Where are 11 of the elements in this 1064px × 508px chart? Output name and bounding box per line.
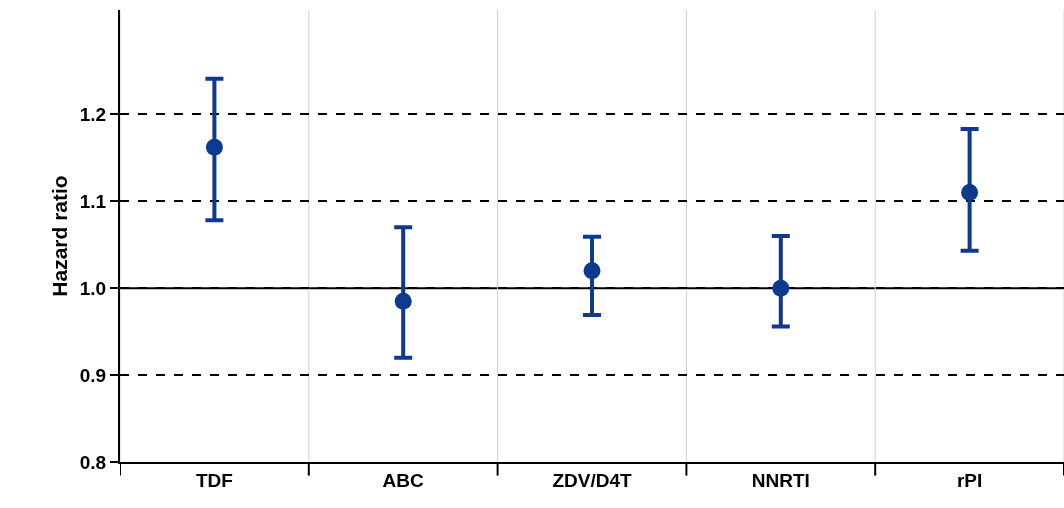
y-tick-label: 0.8 bbox=[79, 451, 107, 473]
y-tick-label: 0.9 bbox=[79, 364, 107, 386]
x-tick-label: ABC bbox=[382, 469, 425, 491]
x-tick-label: NNRTI bbox=[751, 469, 810, 491]
y-axis-title: Hazard ratio bbox=[48, 175, 71, 297]
y-tick-label: 1.0 bbox=[79, 277, 107, 299]
x-tick-label: TDF bbox=[195, 469, 233, 491]
x-tick-label: rPI bbox=[956, 469, 983, 491]
x-tick-label: ZDV/D4T bbox=[552, 469, 632, 491]
y-tick-label: 1.1 bbox=[79, 190, 107, 212]
y-tick-label: 1.2 bbox=[79, 103, 107, 125]
